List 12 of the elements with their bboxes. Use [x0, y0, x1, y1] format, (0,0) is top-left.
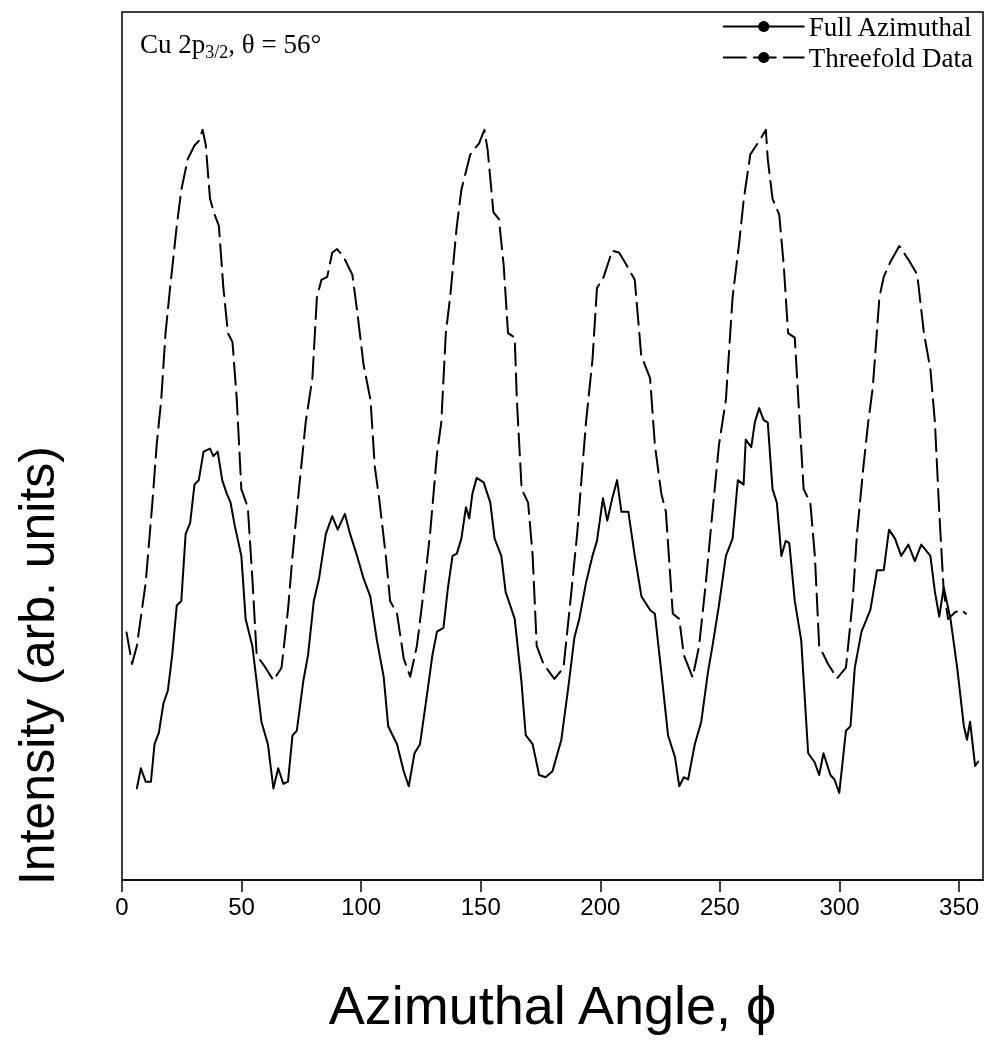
y-axis-title: Intensity (arb. units) — [9, 446, 65, 886]
x-tick-label: 250 — [699, 892, 740, 920]
x-axis-title: Azimuthal Angle, ϕ — [328, 975, 777, 1035]
legend-label: Threefold Data — [808, 42, 973, 73]
x-tick-label: 300 — [819, 892, 860, 920]
x-tick-label: 200 — [580, 892, 621, 920]
x-tick-label: 50 — [228, 892, 255, 920]
x-tick-label: 100 — [341, 892, 382, 920]
x-tick-label: 350 — [939, 892, 980, 920]
x-tick-label: 0 — [115, 892, 129, 920]
legend-label: Full Azimuthal — [808, 11, 972, 42]
x-tick-label: 150 — [460, 892, 501, 920]
